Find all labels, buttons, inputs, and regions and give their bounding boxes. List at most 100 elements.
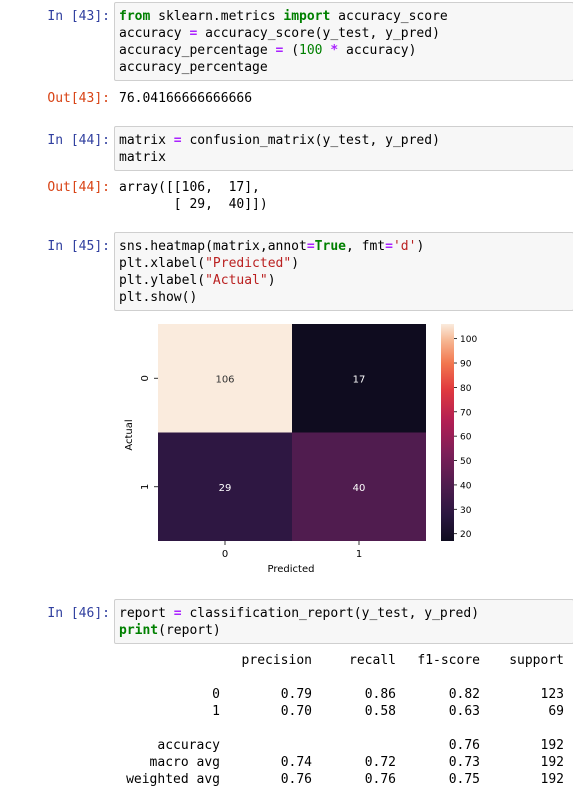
code-token: report [119,606,174,621]
report-precision: 0.79 [280,687,312,702]
colorbar-tick-label: 20 [460,530,472,540]
report-f1: 0.73 [448,755,480,770]
code-token: accuracy_score(y_test, y_pred) [197,26,440,41]
colorbar-tick-label: 70 [460,408,472,418]
colorbar-tick-label: 40 [460,481,472,491]
code-line[interactable]: accuracy_percentage = (100 * accuracy) [119,42,569,59]
report-header-support: support [509,653,564,668]
report-support: 69 [548,704,564,719]
y-tick-label: 0 [140,375,151,381]
report-label: weighted avg [126,772,220,787]
colorbar-tick-label: 80 [460,384,472,394]
report-label: macro avg [149,755,220,770]
code-cell-43[interactable]: from sklearn.metrics import accuracy_sco… [114,2,573,81]
code-token: matrix [119,133,174,148]
report-header-precision: precision [241,653,312,668]
report-recall: 0.86 [364,687,396,702]
code-line[interactable]: print(report) [119,622,569,639]
code-editor-45[interactable]: sns.heatmap(matrix,annot=True, fmt='d') p… [119,238,569,306]
code-editor-46[interactable]: report = classification_report(y_test, y… [119,605,569,639]
report-precision: 0.70 [280,704,312,719]
code-token: "Actual" [205,273,268,288]
colorbar-tick-label: 60 [460,433,472,443]
heatmap-annotation: 106 [215,374,234,385]
input-prompt-45: In [45]: [47,239,110,254]
report-f1: 0.82 [448,687,480,702]
code-token: plt.xlabel( [119,256,206,271]
code-line[interactable]: accuracy = accuracy_score(y_test, y_pred… [119,25,569,42]
heatmap-annotation: 29 [219,483,232,494]
input-prompt-43: In [43]: [47,9,110,24]
code-line[interactable]: plt.xlabel("Predicted") [119,255,569,272]
code-line[interactable]: plt.show() [119,289,569,306]
code-token: from [119,9,151,24]
colorbar [441,324,454,541]
report-header-f1: f1-score [417,653,480,668]
code-token: = [189,26,198,41]
heatmap-cell [292,324,426,433]
code-cell-45[interactable]: sns.heatmap(matrix,annot=True, fmt='d') p… [114,232,573,311]
heatmap-annotation: 17 [353,374,366,385]
code-line[interactable]: report = classification_report(y_test, y… [119,605,569,622]
code-token: = [275,43,284,58]
code-line[interactable]: matrix = confusion_matrix(y_test, y_pred… [119,132,569,149]
colorbar-tick-label: 50 [460,457,472,467]
report-f1: 0.63 [448,704,480,719]
code-token: accuracy [119,26,190,41]
code-token: = [385,239,393,254]
code-token: accuracy) [338,43,417,58]
code-token: matrix [119,150,166,165]
code-token: * [330,43,339,58]
report-support: 192 [540,772,564,787]
code-cell-46[interactable]: report = classification_report(y_test, y… [114,599,573,644]
heatmap-annotation: 40 [353,483,366,494]
x-tick-label: 1 [356,549,362,560]
code-token: (report) [158,623,221,638]
report-label: 0 [212,687,220,702]
code-token: sns.heatmap(matrix,annot [119,239,307,254]
colorbar-tick-label: 100 [460,335,477,345]
code-token: plt.show() [119,290,198,305]
report-support: 123 [540,687,564,702]
y-tick-label: 1 [140,484,151,490]
code-token: = [173,606,182,621]
report-header-recall: recall [349,653,396,668]
code-token: print [119,623,159,638]
code-token: confusion_matrix(y_test, y_pred) [181,133,440,148]
output-prompt-44: Out[44]: [47,180,110,195]
code-line[interactable]: plt.ylabel("Actual") [119,272,569,289]
code-token: accuracy_percentage [119,43,276,58]
code-editor-43[interactable]: from sklearn.metrics import accuracy_sco… [119,8,569,76]
colorbar-tick-label: 90 [460,360,472,370]
code-token: 'd' [392,239,417,254]
output-array-line-2: [ 29, 40]]) [119,197,268,212]
report-f1: 0.76 [448,738,480,753]
code-token: import [283,9,331,24]
code-token: ( [283,43,300,58]
code-line[interactable]: sns.heatmap(matrix,annot=True, fmt='d') [119,238,569,255]
code-token: True [314,239,346,254]
heatmap-figure: 106 17 29 40 0 1 0 1 Predicted Actual 20 30 40 5… [124,324,477,575]
code-token: classification_report(y_test, y_pred) [181,606,480,621]
x-axis-label: Predicted [268,564,315,575]
output-text-43: 76.04166666666666 [119,91,253,106]
input-prompt-44: In [44]: [47,133,110,148]
code-token: = [306,239,315,254]
code-line[interactable]: accuracy_percentage [119,59,569,76]
code-token: "Predicted" [205,256,292,271]
colorbar-tick-label: 30 [460,506,472,516]
code-token: plt.ylabel( [119,273,206,288]
code-cell-44[interactable]: matrix = confusion_matrix(y_test, y_pred… [114,126,573,171]
heatmap-cell [158,432,292,541]
report-f1: 0.75 [448,772,480,787]
output-array-line-1: array([[106, 17], [119,180,260,195]
code-line[interactable]: matrix [119,149,569,166]
code-token: 100 [299,43,323,58]
heatmap-cell [292,432,426,541]
code-line[interactable]: from sklearn.metrics import accuracy_sco… [119,8,569,25]
report-support: 192 [540,738,564,753]
report-label: accuracy [157,738,220,753]
report-precision: 0.74 [280,755,312,770]
heatmap-cell [158,324,292,433]
code-editor-44[interactable]: matrix = confusion_matrix(y_test, y_pred… [119,132,569,166]
